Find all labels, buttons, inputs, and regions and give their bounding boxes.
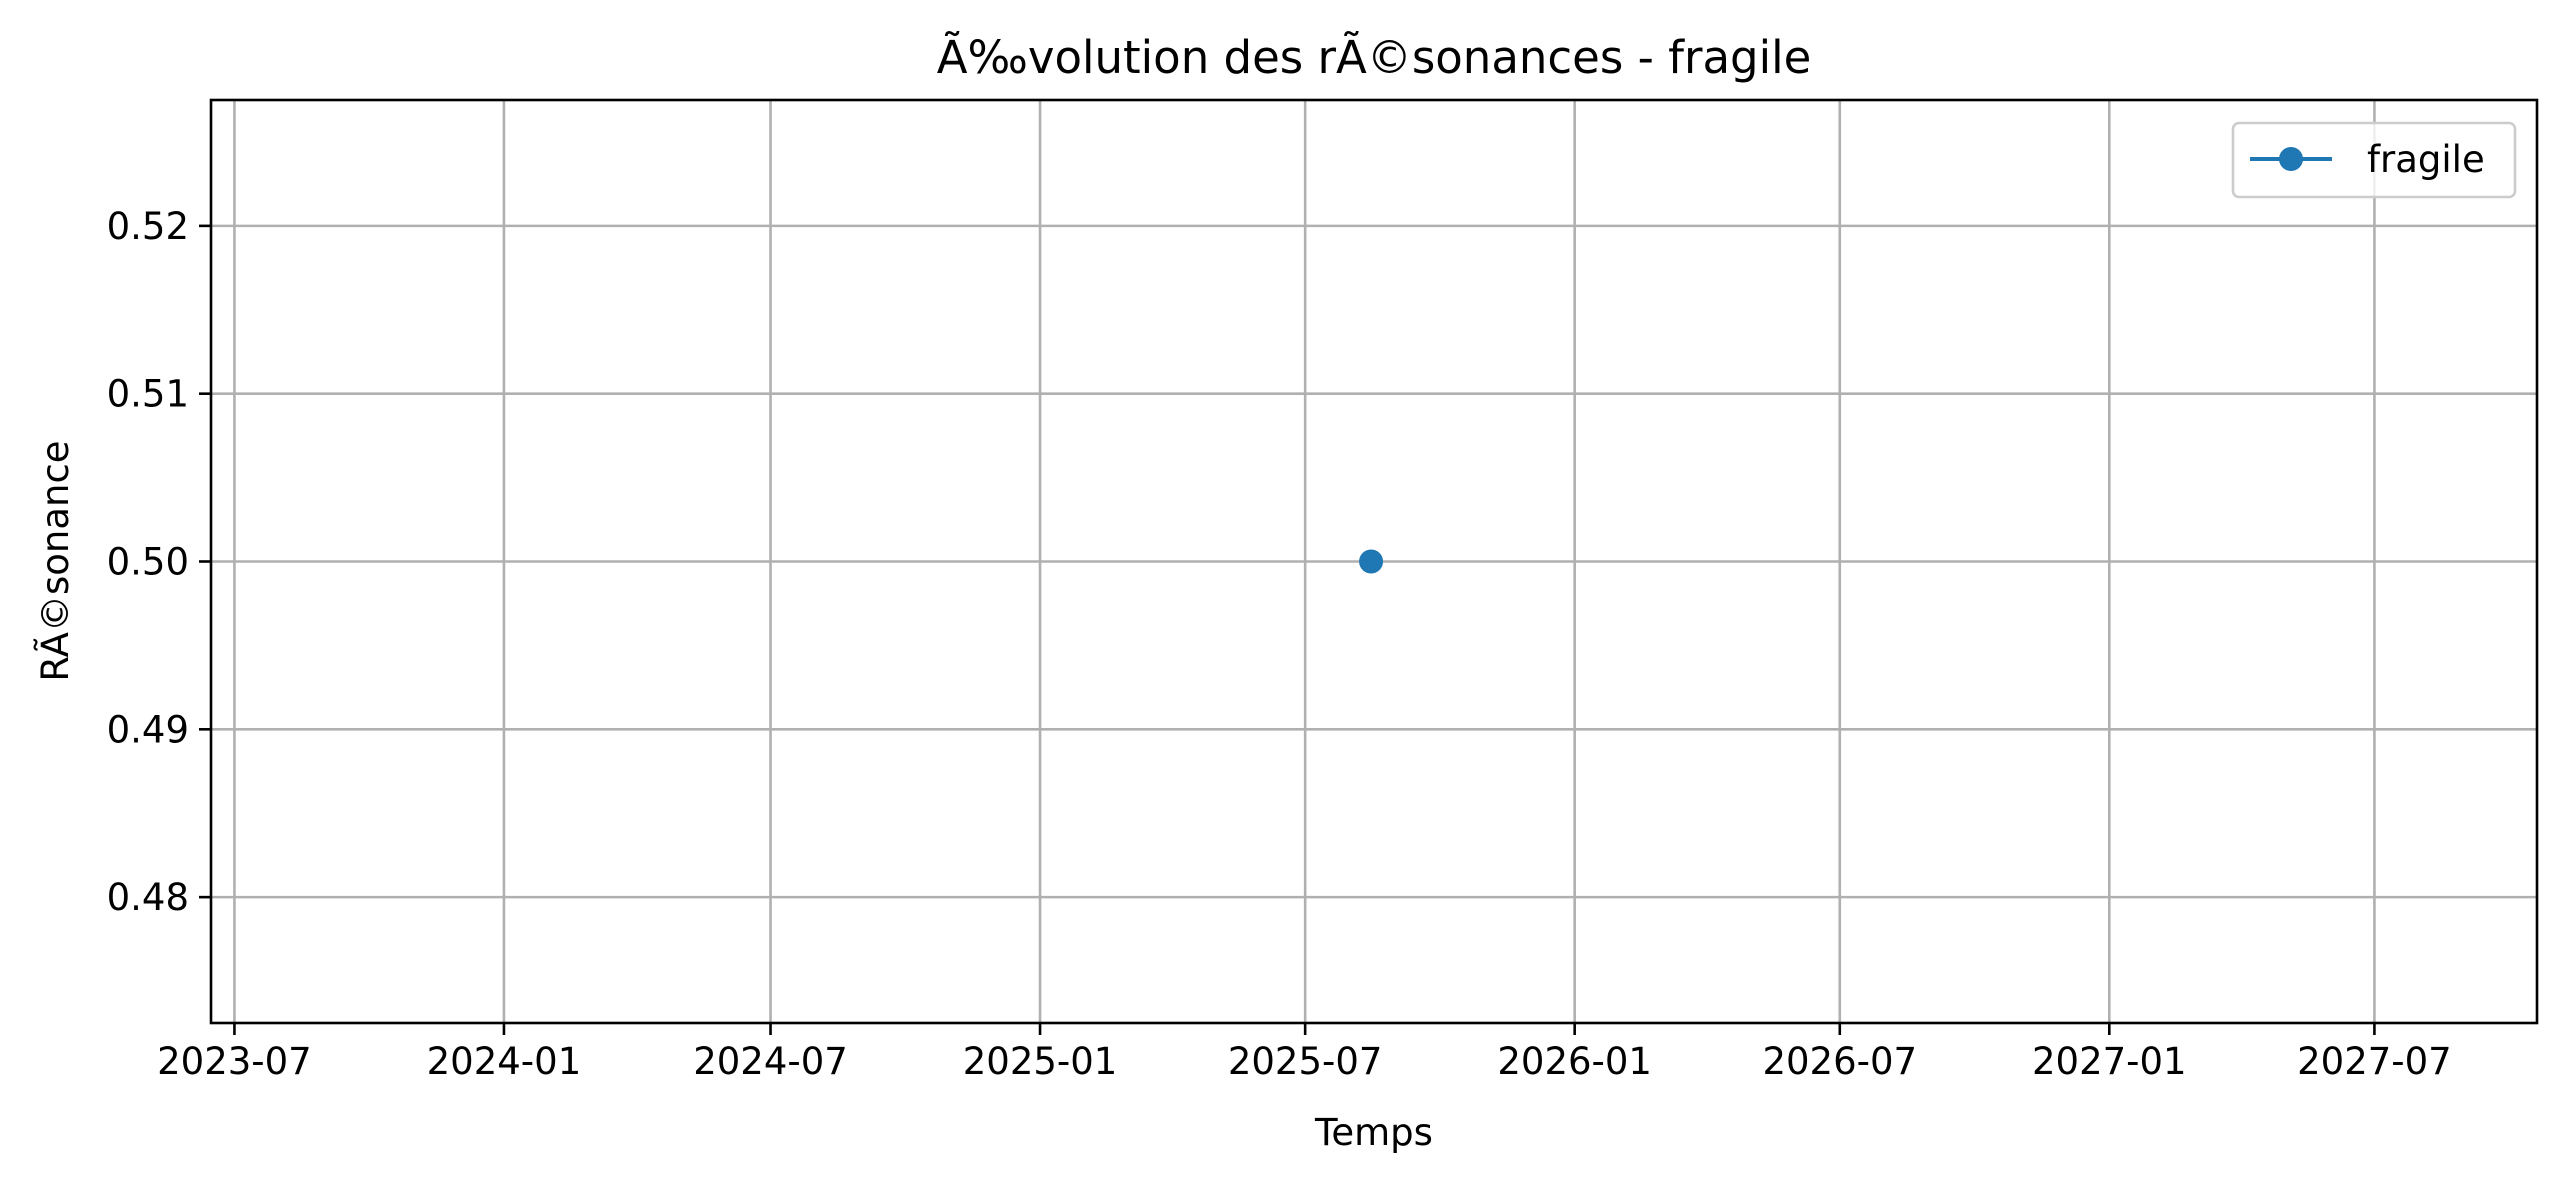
x-tick-label: 2023-07	[157, 1040, 312, 1083]
x-tick-label: 2026-07	[1762, 1040, 1917, 1083]
x-tick-label: 2027-07	[2297, 1040, 2452, 1083]
y-tick-label: 0.48	[107, 876, 189, 919]
x-tick-label: 2025-01	[963, 1040, 1118, 1083]
chart-title: Ã‰volution des rÃ©sonances - fragile	[937, 31, 1812, 84]
plot-frame	[209, 98, 2539, 1025]
x-tick-label: 2025-07	[1228, 1040, 1383, 1083]
grid-lines	[211, 100, 2537, 1023]
y-axis-label: RÃ©sonance	[33, 440, 77, 681]
x-axis-label: Temps	[1314, 1111, 1433, 1154]
tick-labels: 2023-07 2024-01 2024-07 2025-01 2025-07 2026-…	[107, 205, 2452, 1083]
x-tick-label: 2026-01	[1497, 1040, 1652, 1083]
legend: fragile	[2231, 121, 2517, 199]
x-tick-label: 2024-01	[427, 1040, 582, 1083]
legend-box	[2231, 121, 2517, 199]
x-tick-label: 2024-07	[693, 1040, 848, 1083]
y-tick-label: 0.51	[107, 373, 189, 416]
series-layer	[1359, 549, 1384, 574]
legend-point-marker	[2279, 147, 2303, 171]
data-point	[1359, 549, 1384, 574]
legend-label: fragile	[2367, 138, 2485, 181]
y-tick-label: 0.50	[107, 541, 189, 584]
y-tick-label: 0.49	[107, 708, 189, 751]
y-tick-label: 0.52	[107, 205, 189, 248]
x-tick-label: 2027-01	[2032, 1040, 2187, 1083]
tick-marks	[199, 224, 2376, 1035]
